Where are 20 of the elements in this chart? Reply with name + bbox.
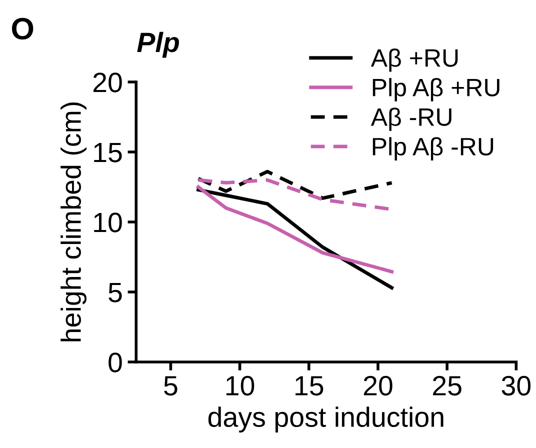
x-tick-label: 20 bbox=[364, 376, 392, 396]
legend-label: Aβ -RU bbox=[370, 108, 452, 131]
y-tick-label: 20 bbox=[93, 72, 122, 92]
y-tick-label: 5 bbox=[108, 282, 122, 302]
x-tick-label: 15 bbox=[296, 376, 324, 396]
legend-label: Aβ +RU bbox=[370, 48, 458, 72]
x-axis-title: days post induction bbox=[208, 406, 444, 433]
y-tick-label: 0 bbox=[108, 352, 122, 372]
x-tick-label: 25 bbox=[433, 376, 462, 396]
y-axis-title: height climbed (cm) bbox=[60, 102, 86, 342]
legend-label: Plp Aβ +RU bbox=[372, 78, 500, 102]
y-tick-label: 15 bbox=[94, 142, 122, 162]
chart-title: Plp bbox=[137, 32, 179, 58]
text: O bbox=[12, 18, 34, 40]
x-tick-label: 30 bbox=[502, 376, 531, 396]
x-tick-label: 10 bbox=[226, 376, 254, 396]
x-tick-label: 5 bbox=[164, 376, 178, 396]
legend-label: Plp Aβ -RU bbox=[372, 137, 494, 160]
line-series bbox=[196, 185, 394, 274]
y-tick-label: 10 bbox=[94, 212, 122, 232]
